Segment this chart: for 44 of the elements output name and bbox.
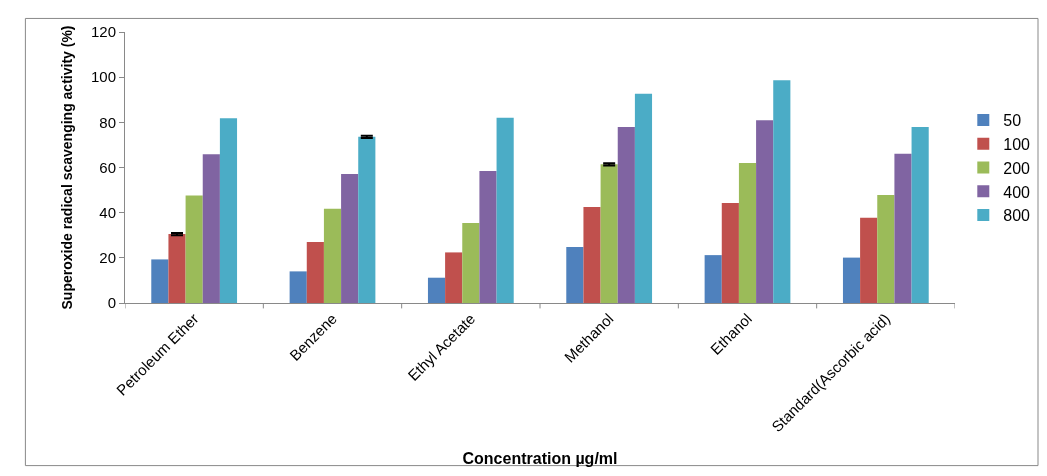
bar: [289, 271, 307, 303]
y-tick-label: 60: [99, 158, 116, 176]
y-tick-label: 40: [99, 203, 116, 221]
bar: [219, 118, 238, 303]
y-tick-label: 80: [99, 113, 116, 131]
bar: [151, 259, 169, 303]
bar: [358, 136, 376, 303]
bar: [479, 171, 497, 303]
bar: [427, 277, 446, 303]
bar: [341, 174, 359, 303]
bar: [168, 234, 186, 303]
bar: [583, 207, 601, 303]
bar: [462, 223, 480, 303]
bar: [306, 242, 324, 303]
legend-label: 50: [1003, 112, 1022, 130]
legend-label: 200: [1003, 159, 1031, 177]
y-tick-label: 100: [90, 68, 116, 86]
bar: [756, 120, 774, 303]
y-tick-label: 120: [90, 23, 116, 41]
bar: [202, 154, 220, 303]
bar: [600, 164, 618, 303]
y-tick-label: 20: [99, 249, 116, 267]
bar: [566, 246, 584, 303]
bar: [773, 80, 791, 303]
bar: [704, 255, 722, 303]
bar: [721, 202, 739, 303]
x-axis-title: Concentration µg/ml: [462, 449, 618, 467]
bar: [445, 252, 463, 303]
bar: [323, 208, 342, 303]
bar: [185, 195, 203, 303]
bar: [860, 217, 878, 303]
legend-label: 400: [1003, 183, 1031, 201]
bar: [877, 195, 895, 303]
bar: [842, 257, 861, 303]
bar: [496, 117, 514, 303]
legend-label: 100: [1003, 135, 1031, 153]
bar: [894, 153, 912, 303]
legend-label: 800: [1003, 207, 1031, 225]
bar: [738, 162, 757, 303]
y-axis-title: Superoxide radical scavenging activity (%): [58, 25, 75, 310]
bar: [911, 127, 929, 303]
y-tick-label: 0: [107, 294, 116, 312]
bar: [634, 93, 653, 303]
bar: [617, 127, 635, 303]
